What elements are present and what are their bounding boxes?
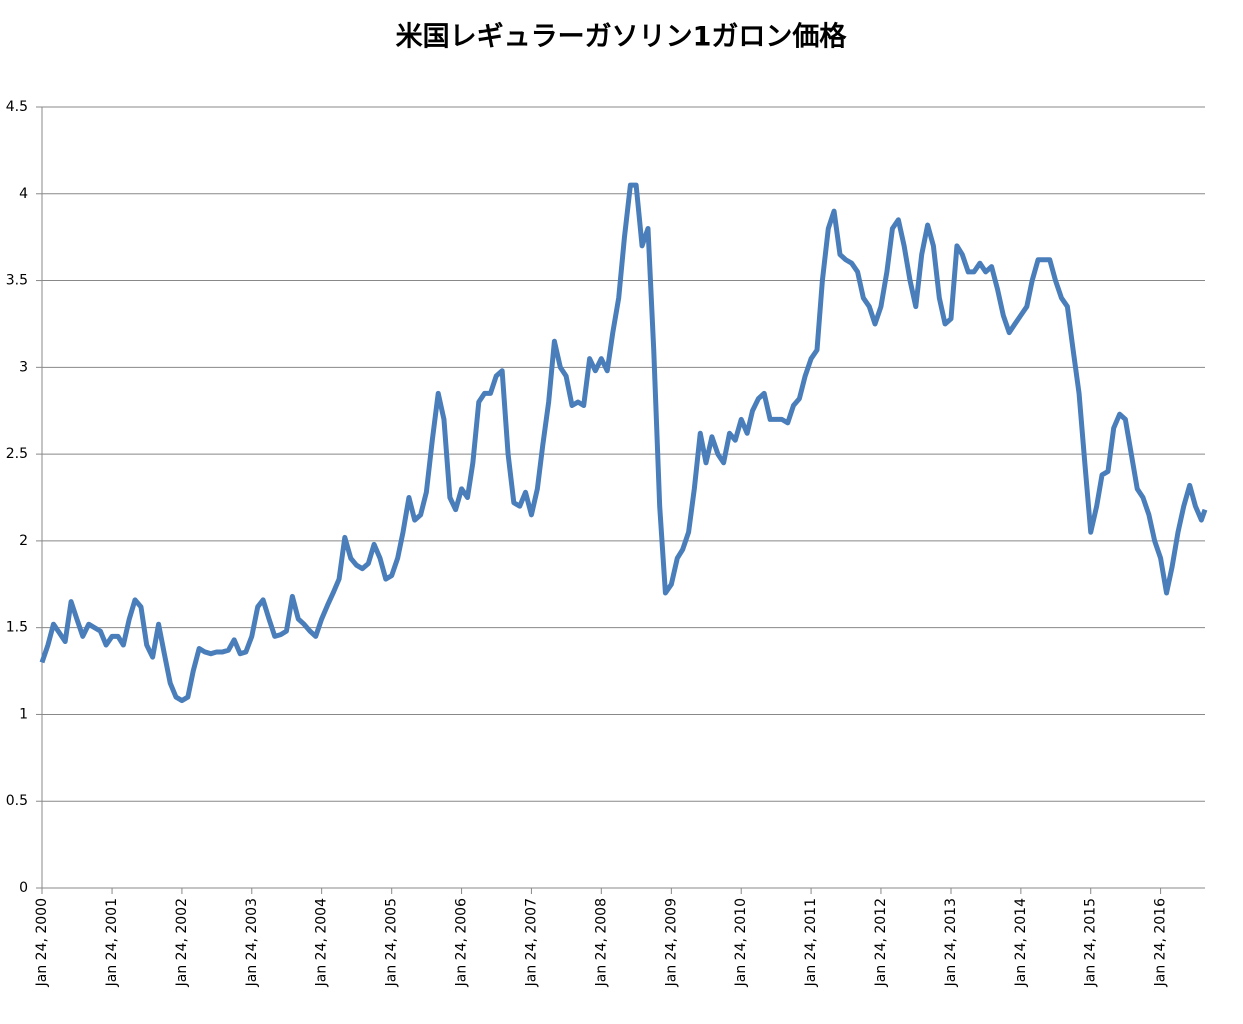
y-tick-label: 3.5 — [6, 273, 28, 289]
x-tick-label: Jan 24, 2002 — [174, 898, 190, 987]
y-tick-label: 0.5 — [6, 793, 28, 809]
y-tick-label: 1.5 — [6, 620, 28, 636]
x-tick-label: Jan 24, 2006 — [454, 898, 470, 987]
y-tick-label: 2 — [19, 533, 28, 549]
y-tick-label: 3 — [19, 359, 28, 375]
x-tick-label: Jan 24, 2005 — [384, 898, 400, 987]
x-tick-label: Jan 24, 2008 — [593, 898, 609, 987]
x-tick-label: Jan 24, 2003 — [244, 898, 260, 987]
y-tick-label: 0 — [19, 880, 28, 896]
x-tick-label: Jan 24, 2013 — [943, 898, 959, 987]
chart-title: 米国レギュラーガソリン1ガロン価格 — [396, 22, 848, 53]
x-tick-label: Jan 24, 2014 — [1013, 898, 1029, 987]
y-tick-label: 2.5 — [6, 446, 28, 462]
x-tick-label: Jan 24, 2000 — [34, 898, 50, 987]
x-tick-label: Jan 24, 2012 — [873, 898, 889, 987]
x-tick-label: Jan 24, 2007 — [523, 898, 539, 987]
y-tick-label: 4 — [19, 186, 28, 202]
x-tick-label: Jan 24, 2015 — [1083, 898, 1099, 987]
x-tick-label: Jan 24, 2011 — [803, 898, 819, 987]
x-tick-label: Jan 24, 2010 — [733, 898, 749, 987]
series-line — [39, 182, 1208, 704]
x-tick-label: Jan 24, 2009 — [663, 898, 679, 987]
x-tick-label: Jan 24, 2001 — [104, 898, 120, 987]
x-tick-label: Jan 24, 2016 — [1153, 898, 1169, 987]
x-tick-label: Jan 24, 2004 — [314, 898, 330, 987]
y-tick-label: 4.5 — [6, 99, 28, 115]
y-tick-label: 1 — [19, 706, 28, 722]
